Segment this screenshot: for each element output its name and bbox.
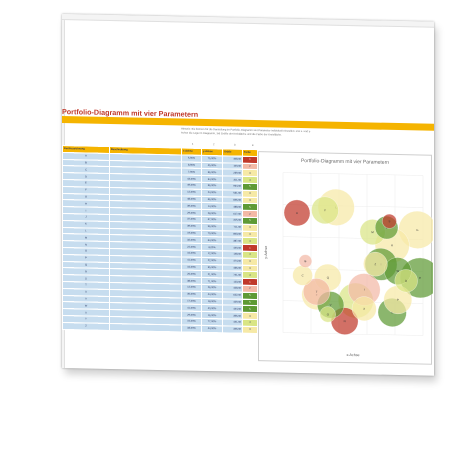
bubble-label: O [327, 312, 330, 316]
bubble-A [283, 199, 311, 227]
bubble-label: X [363, 307, 365, 311]
grid-line-horizontal [283, 172, 423, 176]
bubble-X [351, 296, 377, 322]
cell-farbe[interactable]: 3 [242, 325, 258, 334]
x-axis-label: x-Achse [347, 353, 360, 357]
bubble-label: N [344, 319, 346, 323]
cell-y-achse[interactable]: 44,00% [201, 325, 223, 333]
bubble-label: D [405, 279, 407, 283]
bubble-label: W [396, 269, 399, 273]
bubble-label: C [302, 273, 304, 277]
cell-beschreibung[interactable] [109, 323, 182, 332]
cell-groesse[interactable]: 346,00 [222, 325, 243, 333]
bubble-label: S [388, 219, 390, 223]
data-table: Kurzbezeichnung Beschreibung x-Achse y-A… [62, 145, 258, 334]
bubble-T [303, 278, 331, 306]
bubble-label: B [304, 259, 306, 263]
bubble-Y [311, 196, 339, 224]
bubble-label: Y [324, 208, 326, 212]
y-axis-label: y-Achse [264, 246, 268, 259]
param-number: 3 [234, 143, 236, 147]
bubble-label: Q [327, 276, 330, 280]
bubble-Z [363, 252, 388, 277]
bubble-label: I [364, 288, 365, 292]
bubble-label: Z [375, 262, 377, 266]
bubble-label: P [397, 298, 399, 302]
cell-x-achse[interactable]: 33,00% [181, 324, 202, 332]
param-number: 1 [192, 142, 194, 146]
bubble-D [394, 269, 418, 293]
bubble-S [382, 213, 397, 229]
column-header-bar [62, 14, 434, 28]
param-number: 2 [213, 143, 215, 147]
bubble-label: A [296, 211, 298, 215]
sheet-description: Hinweis: Sie können für die Darstellung … [181, 127, 311, 137]
bubble-label: E [419, 276, 421, 280]
bubble-O [319, 306, 336, 323]
spreadsheet-sheet: Portfolio-Diagramm mit vier Parametern H… [62, 14, 434, 376]
bubble-label: V [330, 303, 332, 307]
bubble-label: M [371, 230, 374, 234]
bubble-label: K [391, 243, 393, 247]
bubble-chart[interactable]: Portfolio-Diagramm mit vier Parametern E… [258, 151, 433, 365]
table-body: A 5,00% 75,00% 408,00 1 B 8,00% 45,00% 100,00 2 C 7… [62, 152, 258, 334]
bubble-label: G [416, 228, 418, 232]
param-number: 4 [252, 143, 254, 148]
bubble-label: T [316, 290, 318, 294]
bubble-B [298, 254, 312, 268]
grid-line-horizontal [283, 332, 423, 336]
cell-kurzbezeichnung[interactable]: Z [62, 322, 110, 331]
